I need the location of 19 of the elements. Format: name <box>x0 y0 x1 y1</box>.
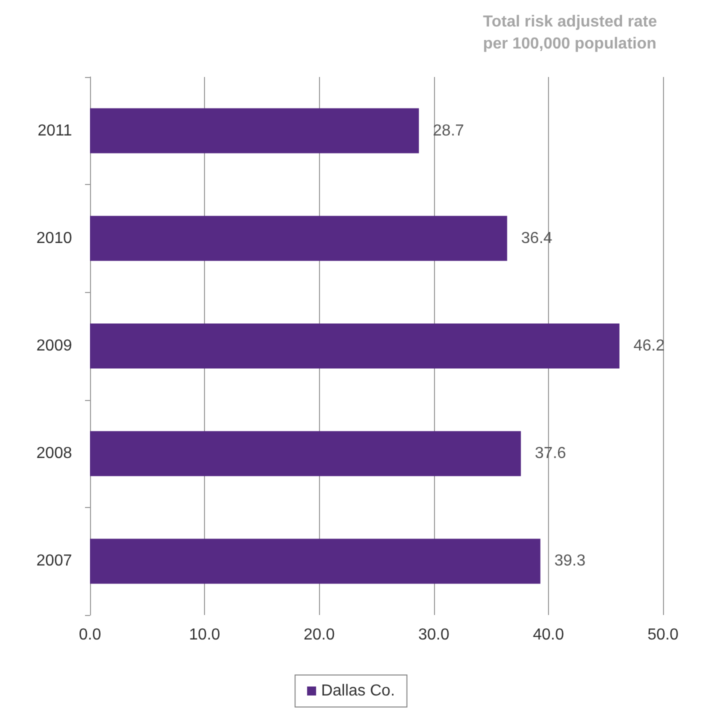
x-tick-label: 30.0 <box>418 626 450 644</box>
bar <box>90 431 521 476</box>
data-label: 39.3 <box>554 552 586 570</box>
x-tick-label: 50.0 <box>647 626 679 644</box>
bar <box>90 324 620 368</box>
bar <box>90 216 508 261</box>
bar <box>90 538 540 584</box>
y-tick-label: 2011 <box>38 122 72 140</box>
x-tick-label: 20.0 <box>304 626 335 644</box>
x-tick-label: 40.0 <box>532 626 564 644</box>
chart-title: Total risk adjusted rate per 100,000 population <box>483 14 662 52</box>
legend-label: Dallas Co. <box>321 682 395 700</box>
bar <box>90 108 419 154</box>
y-tick-label: 2010 <box>36 230 72 247</box>
x-tick-label: 0.0 <box>78 626 102 644</box>
y-tick-label: 2007 <box>36 552 72 570</box>
y-tick-label: 2009 <box>36 338 72 354</box>
x-tick-label: 10.0 <box>189 626 220 644</box>
y-tick-label: 2008 <box>36 445 72 462</box>
